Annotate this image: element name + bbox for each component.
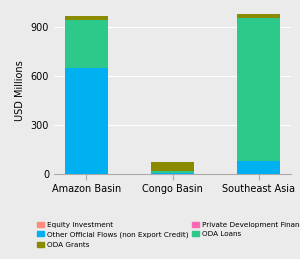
Bar	[65, 20, 108, 68]
Y-axis label: USD Millions: USD Millions	[15, 60, 25, 121]
Bar	[237, 14, 280, 18]
Bar	[237, 161, 280, 174]
Legend: Equity Investment, Other Official Flows (non Export Credit), ODA Grants, Private: Equity Investment, Other Official Flows …	[36, 220, 300, 249]
Bar	[65, 16, 108, 20]
Bar	[151, 171, 194, 173]
Bar	[151, 162, 194, 171]
Bar	[237, 18, 280, 161]
Bar	[65, 68, 108, 174]
Bar	[151, 173, 194, 174]
